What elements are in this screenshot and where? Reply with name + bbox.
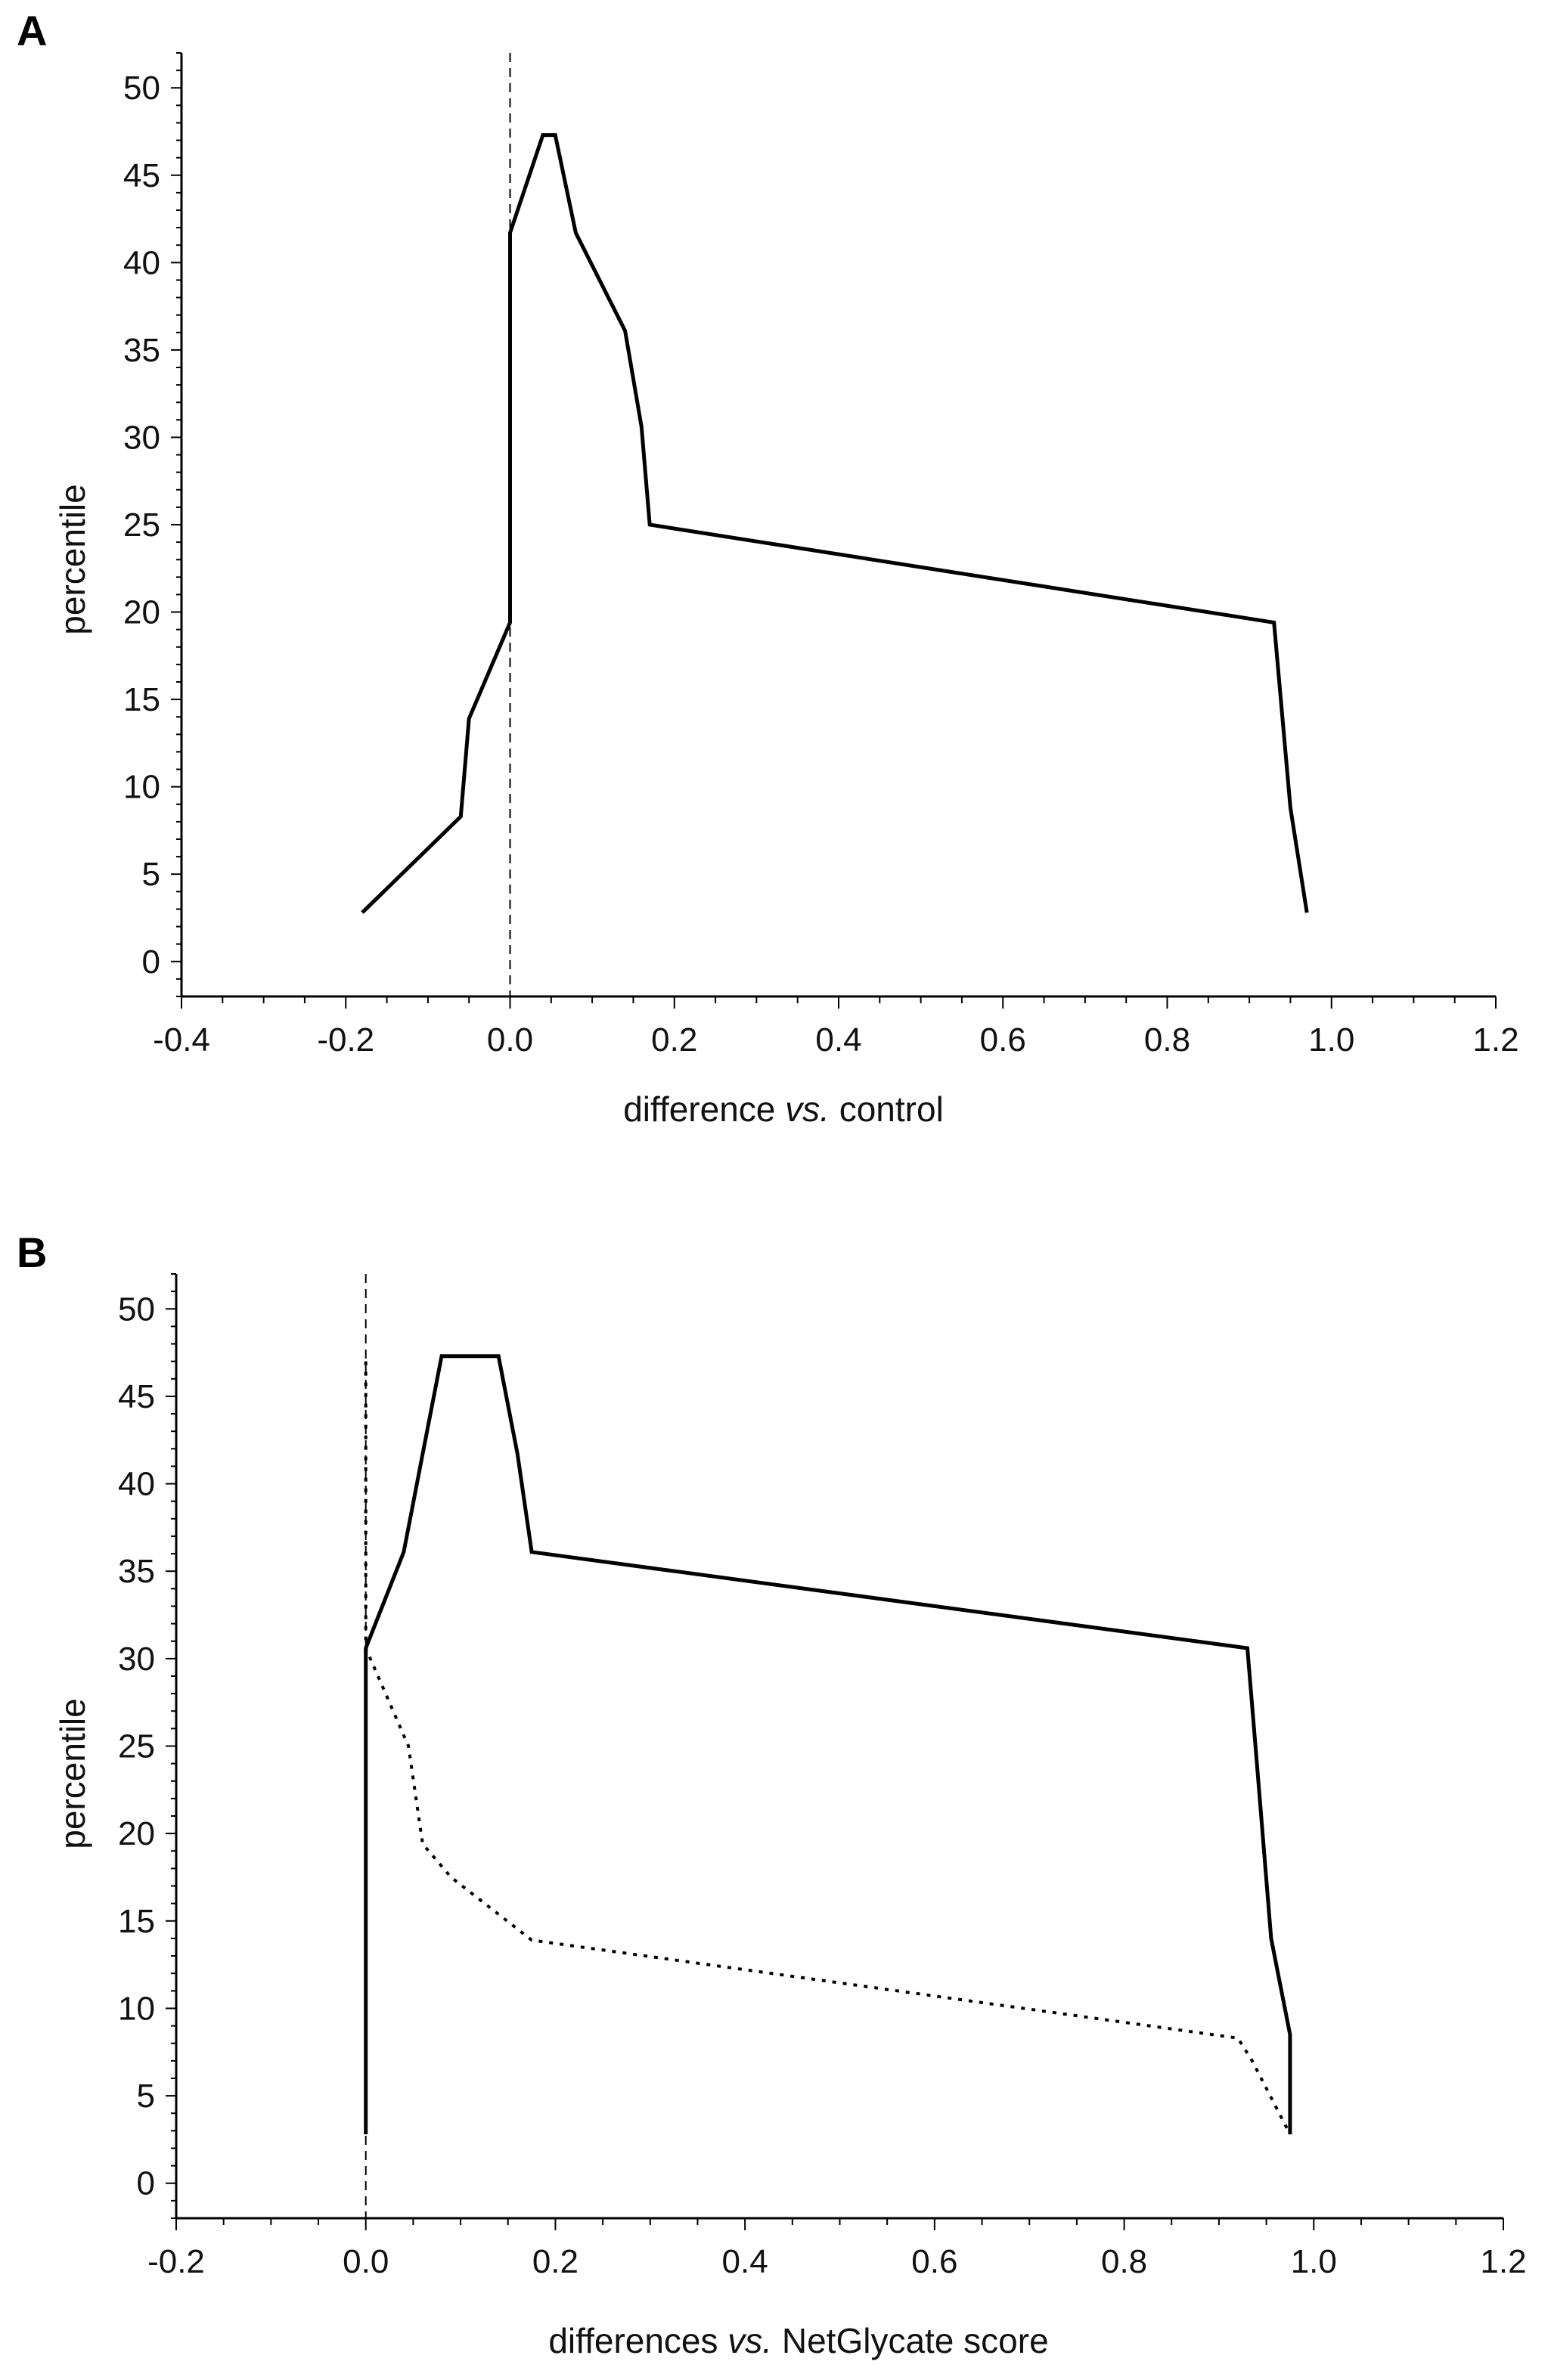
panel-b-data-lines [364, 1274, 1292, 2218]
panel-b-tick-labels: 0 5 10 15 20 25 30 35 40 45 50 -0.2 0.0 0.2 0.4 0.6 0.8 1… [118, 1291, 1527, 2280]
panel-b-series-solid [364, 1354, 1292, 2134]
panel-b-x-tick-label: 0.4 [722, 2243, 768, 2280]
panel-a-x-tick-label: 0.2 [651, 1021, 697, 1058]
panel-b-y-tick-label: 5 [137, 2078, 155, 2115]
panel-b-y-tick-label: 15 [118, 1903, 155, 1940]
panel-a-x-tick-label: 1.0 [1308, 1021, 1354, 1058]
panel-b-x-tick-label: -0.2 [147, 2243, 205, 2280]
panel-a-y-tick-label: 45 [123, 157, 160, 194]
panel-a-y-tick-label: 25 [123, 507, 160, 544]
panel-a-y-axis-title: percentile [53, 484, 92, 634]
panel-b-x-tick-label: 0.8 [1101, 2243, 1147, 2280]
panel-b-y-axis-title: percentile [53, 1698, 92, 1849]
panel-b-y-tick-label: 20 [118, 1815, 155, 1852]
panel-b-y-tick-label: 50 [118, 1291, 155, 1328]
panel-a-x-tick-label: 0.8 [1144, 1021, 1190, 1058]
panel-b-y-tick-label: 40 [118, 1466, 155, 1503]
panel-a-tick-labels: 0 5 10 15 20 25 30 35 40 45 50 -0.4 -0.2 0.0 0.2 0.4 0.6… [123, 70, 1519, 1058]
panel-b-y-tick-label: 25 [118, 1728, 155, 1765]
panel-b-series-dotted [364, 1361, 1292, 2135]
panel-a-y-tick-label: 30 [123, 419, 160, 456]
panel-b-x-tick-label: 0.6 [911, 2243, 957, 2280]
panel-a-y-tick-label: 10 [123, 769, 160, 806]
panel-a-x-tick-label: 0.6 [980, 1021, 1026, 1058]
panel-b-label: B [17, 1229, 47, 1276]
panel-b-x-tick-label: 0.2 [532, 2243, 579, 2280]
panel-b-x-tick-label: 1.2 [1480, 2243, 1526, 2280]
panel-a-x-tick-label: 0.0 [487, 1021, 533, 1058]
panel-b-axes [166, 1273, 1504, 2230]
panel-a-series-solid [361, 133, 1309, 914]
panel-b-x-tick-label: 0.0 [343, 2243, 389, 2280]
panel-a-x-tick-label: -0.2 [317, 1021, 374, 1058]
panel-a-x-tick-label: 1.2 [1472, 1021, 1518, 1058]
panel-b-x-axis-title: differences vs. NetGlycate score [548, 2321, 1048, 2360]
panel-b-y-tick-label: 30 [118, 1641, 155, 1678]
panel-a-x-tick-label: 0.4 [815, 1021, 861, 1058]
panel-a-y-tick-label: 5 [142, 856, 160, 893]
panel-a-y-tick-label: 0 [142, 944, 160, 981]
panel-b-y-tick-label: 10 [118, 1990, 155, 2027]
panel-a-axes [171, 52, 1497, 1009]
panel-b-y-tick-label: 35 [118, 1553, 155, 1590]
panel-a-data-lines [361, 53, 1309, 996]
panel-b: B 0 5 10 15 20 25 30 35 40 45 50 -0.2 0.0 0.2 0.4 0.6 0.… [17, 1229, 1527, 2360]
panel-a-y-tick-label: 20 [123, 594, 160, 631]
panel-a-x-axis-title: difference vs. control [623, 1089, 944, 1129]
panel-a-label: A [17, 7, 47, 54]
panel-a-x-tick-label: -0.4 [153, 1021, 210, 1058]
panel-b-y-tick-label: 45 [118, 1378, 155, 1415]
panel-b-y-tick-label: 0 [137, 2165, 155, 2202]
panel-a-y-tick-label: 50 [123, 70, 160, 107]
panel-a-y-tick-label: 40 [123, 244, 160, 281]
panel-b-x-tick-label: 1.0 [1291, 2243, 1337, 2280]
panel-a-y-tick-label: 15 [123, 681, 160, 718]
panel-a-y-tick-label: 35 [123, 332, 160, 369]
